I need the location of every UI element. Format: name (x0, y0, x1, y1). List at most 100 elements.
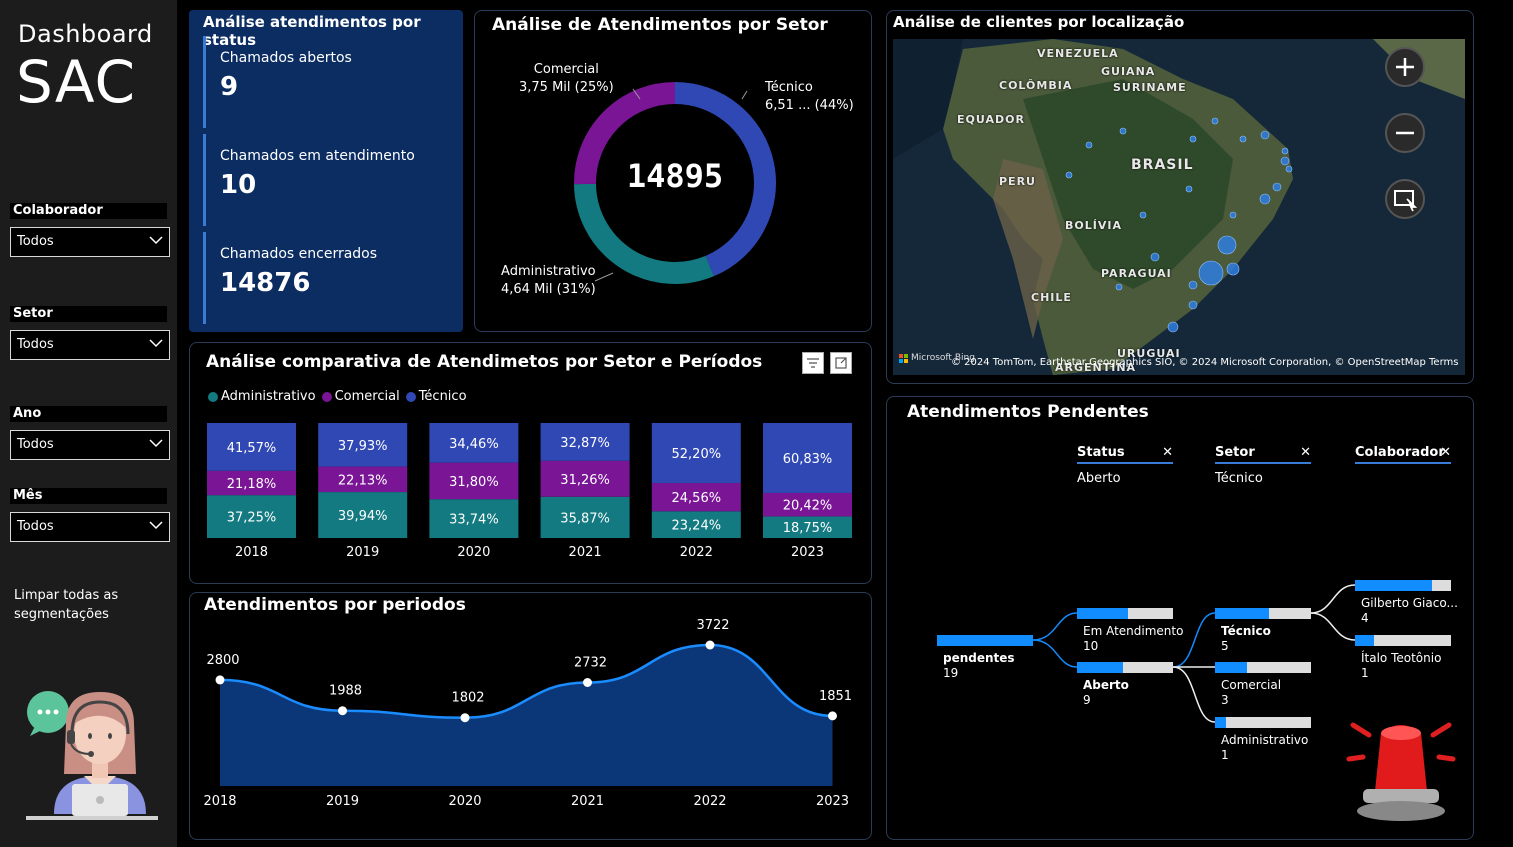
map-attribution[interactable]: © 2024 TomTom, Earthstar Geographics SIO… (951, 357, 1459, 368)
expand-icon (835, 357, 847, 369)
tree-node-gilberto[interactable]: Gilberto Giaco... 4 (1355, 580, 1458, 625)
area-point[interactable] (705, 640, 715, 650)
area-chart[interactable]: 2800 2018 1988 2019 1802 2020 2732 2021 3722 2022… (190, 593, 873, 841)
map-bubble[interactable] (1281, 147, 1289, 155)
bar-segment-administrativo[interactable] (540, 496, 630, 538)
bar-segment-comercial[interactable] (651, 483, 741, 512)
map-bubble[interactable] (1139, 211, 1147, 219)
area-point[interactable] (828, 711, 837, 721)
map-bubble[interactable] (1119, 127, 1127, 135)
area-point[interactable] (583, 678, 592, 688)
area-point[interactable] (215, 675, 225, 685)
node-value: 3 (1221, 693, 1229, 707)
tree-node-tecnico[interactable]: Técnico 5 (1215, 608, 1311, 653)
bing-text: Microsoft Bing (911, 353, 975, 363)
map-bubble[interactable] (1211, 117, 1219, 125)
area-point[interactable] (460, 713, 470, 723)
map-bubble[interactable] (1189, 135, 1197, 143)
bar-segment-comercial[interactable] (540, 460, 630, 497)
close-icon[interactable]: ✕ (1162, 445, 1173, 460)
tree-node-aberto[interactable]: Aberto 9 (1077, 662, 1173, 707)
map-bubble[interactable] (1185, 185, 1193, 193)
donut-chart[interactable]: 14895 (475, 11, 873, 333)
map-bubble[interactable] (1272, 182, 1282, 192)
point-data-label: 1851 (819, 689, 852, 704)
zoom-in-button[interactable] (1385, 47, 1425, 87)
bar-segment-administrativo[interactable] (763, 516, 852, 538)
map-bubble[interactable] (1198, 260, 1224, 286)
focus-mode-button[interactable] (830, 352, 852, 374)
bar-segment-administrativo[interactable] (429, 499, 519, 538)
map-bubble[interactable] (1167, 321, 1179, 333)
kpi-label: Chamados abertos (220, 50, 352, 66)
sector-donut-panel: Análise de Atendimentos por Setor 14895 … (474, 10, 872, 332)
donut-total: 14895 (627, 157, 723, 195)
map-bubble[interactable] (1188, 300, 1198, 310)
map-bubble[interactable] (1188, 280, 1198, 290)
map-bubble[interactable] (1285, 165, 1293, 173)
dashboard-title: Dashboard (18, 20, 153, 48)
map-label-equador: EQUADOR (957, 113, 1025, 126)
area-point[interactable] (338, 706, 347, 716)
donut-slice-técnico[interactable] (674, 82, 776, 277)
bar-segment-técnico[interactable] (540, 423, 630, 461)
bar-segment-administrativo[interactable] (207, 495, 296, 538)
legend-item-administrativo[interactable]: Administrativo (208, 389, 316, 404)
bar-segment-técnico[interactable] (763, 423, 852, 493)
map-bubble[interactable] (1259, 193, 1271, 205)
filter-select-colaborador[interactable]: Todos (10, 227, 170, 257)
tree-node-italo[interactable]: Ítalo Teotônio 1 (1355, 635, 1451, 680)
map-bubble[interactable] (1217, 235, 1237, 255)
close-icon[interactable]: ✕ (1300, 445, 1311, 460)
clear-all-filters-button[interactable]: Limpar todas as segmentações (14, 588, 119, 622)
select-area-button[interactable] (1385, 179, 1425, 219)
map-label-peru: PERU (999, 175, 1036, 188)
filter-select-ano[interactable]: Todos (10, 430, 170, 460)
close-icon[interactable]: ✕ (1440, 445, 1451, 460)
bar-segment-técnico[interactable] (651, 423, 741, 484)
point-data-label: 2800 (206, 653, 239, 668)
tree-node-em-atendimento[interactable]: Em Atendimento 10 (1077, 608, 1183, 653)
zoom-out-button[interactable] (1385, 113, 1425, 153)
map-bubbles[interactable] (893, 39, 1465, 375)
stacked-bar-chart[interactable]: 37,25% 21,18% 41,57% 2018 39,94% 22,13% 37,93%… (190, 343, 873, 585)
bar-segment-técnico[interactable] (318, 423, 408, 467)
kpi-label: Chamados encerrados (220, 246, 378, 262)
donut-slice-comercial[interactable] (574, 82, 676, 185)
bar-segment-técnico[interactable] (429, 423, 519, 463)
map-bubble[interactable] (1115, 283, 1123, 291)
map-bubble[interactable] (1085, 141, 1093, 149)
legend-item-tecnico[interactable]: Técnico (405, 389, 467, 404)
bar-segment-comercial[interactable] (318, 466, 408, 493)
bar-segment-administrativo[interactable] (651, 511, 741, 538)
legend-item-comercial[interactable]: Comercial (321, 389, 400, 404)
filter-select-mes[interactable]: Todos (10, 512, 170, 542)
filter-button[interactable] (802, 352, 824, 374)
map-bubble[interactable] (1226, 262, 1240, 276)
donut-label-administrativo: Administrativo 4,64 Mil (31%) (501, 263, 596, 299)
tree-node-comercial[interactable]: Comercial 3 (1215, 662, 1311, 707)
filter-select-setor[interactable]: Todos (10, 330, 170, 360)
bar-segment-técnico[interactable] (207, 423, 296, 471)
x-tick-label: 2019 (346, 545, 379, 560)
map-bubble[interactable] (1280, 156, 1290, 166)
map-bubble[interactable] (1229, 211, 1237, 219)
tree-node-administrativo[interactable]: Administrativo 1 (1215, 717, 1311, 762)
bar-segment-comercial[interactable] (763, 492, 852, 517)
bar-segment-comercial[interactable] (429, 462, 519, 500)
chevron-down-icon (149, 521, 163, 530)
map-bubble[interactable] (1150, 252, 1160, 262)
map-bubble[interactable] (1065, 171, 1073, 179)
donut-slice-administrativo[interactable] (574, 183, 714, 284)
tree-title: Atendimentos Pendentes (907, 402, 1149, 422)
bar-segment-administrativo[interactable] (318, 492, 408, 538)
dashboard-subtitle: SAC (16, 48, 137, 116)
x-tick-label: 2021 (569, 545, 602, 560)
bars-title: Análise comparativa de Atendimetos por S… (206, 352, 763, 372)
map-view[interactable]: VENEZUELA GUIANA SURINAME COLÔMBIA EQUAD… (893, 39, 1465, 375)
map-bubble[interactable] (1260, 130, 1270, 140)
tree-node-root[interactable]: pendentes 19 (937, 635, 1033, 680)
bar-segment-comercial[interactable] (207, 470, 296, 496)
plus-icon (1396, 58, 1414, 76)
map-bubble[interactable] (1239, 135, 1247, 143)
